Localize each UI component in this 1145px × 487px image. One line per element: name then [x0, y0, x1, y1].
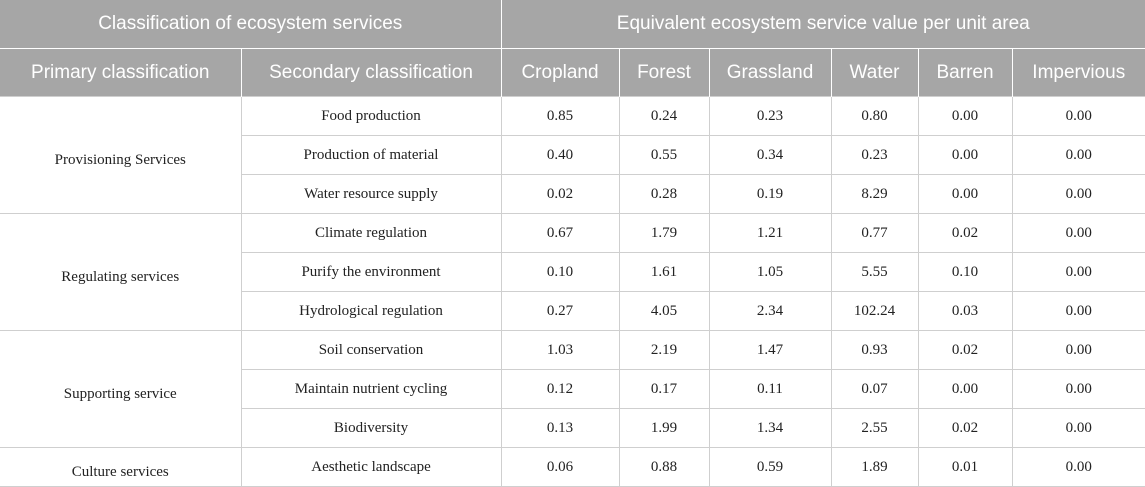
- value-cell-grassland: 1.47: [708, 330, 832, 370]
- value-cell-grassland: 0.11: [708, 369, 832, 409]
- value-cell-water: 8.29: [830, 174, 919, 214]
- value-cell-forest: 0.17: [618, 369, 710, 409]
- table-row: Regulating services Climate regulation 0.6…: [0, 213, 1145, 331]
- value-cell-barren: 0.03: [917, 291, 1013, 331]
- value-cell-impervious: 0.00: [1011, 252, 1145, 292]
- column-header-secondary: Secondary classification: [240, 48, 502, 97]
- value-cell-water: 0.23: [830, 135, 919, 175]
- column-header-forest: Forest: [618, 48, 710, 97]
- value-cell-water: 0.93: [830, 330, 919, 370]
- value-cell-forest: 2.19: [618, 330, 710, 370]
- value-cell-water: 0.07: [830, 369, 919, 409]
- table-row: Supporting service Soil conservation 1.03 2…: [0, 330, 1145, 448]
- table-row: Provisioning Services Food production 0.85…: [0, 96, 1145, 214]
- column-header-barren: Barren: [917, 48, 1013, 97]
- value-cell-forest: 1.99: [618, 408, 710, 448]
- value-cell-impervious: 0.00: [1011, 330, 1145, 370]
- table-body: Provisioning Services Food production 0.85…: [0, 96, 1145, 487]
- value-cell-water: 2.55: [830, 408, 919, 448]
- group-header-classification: Classification of ecosystem services: [0, 0, 502, 49]
- value-cell-impervious: 0.00: [1011, 369, 1145, 409]
- value-cell-barren: 0.10: [917, 252, 1013, 292]
- secondary-classification-cell: Hydrological regulation: [241, 291, 502, 331]
- column-header-impervious: Impervious: [1011, 48, 1145, 97]
- group-header-equivalent-value: Equivalent ecosystem service value per u…: [500, 0, 1145, 49]
- column-header-primary: Primary classification: [0, 48, 242, 97]
- value-cell-water: 1.89: [830, 447, 919, 487]
- primary-classification-cell: Culture services: [0, 447, 242, 487]
- secondary-classification-cell: Soil conservation: [240, 330, 502, 370]
- value-cell-impervious: 0.00: [1011, 408, 1145, 448]
- value-cell-cropland: 0.12: [500, 369, 620, 409]
- value-cell-cropland: 0.67: [500, 213, 620, 253]
- secondary-classification-cell: Biodiversity: [241, 408, 502, 448]
- value-cell-forest: 4.05: [618, 291, 710, 331]
- column-header-cropland: Cropland: [500, 48, 620, 97]
- value-cell-grassland: 1.21: [708, 213, 832, 253]
- value-cell-impervious: 0.00: [1011, 96, 1145, 136]
- secondary-classification-cell: Climate regulation: [240, 213, 502, 253]
- value-cell-impervious: 0.00: [1011, 135, 1145, 175]
- value-cell-barren: 0.01: [917, 447, 1013, 487]
- table-row: Water resource supply 0.02 0.28 0.19 8.29 0.0…: [0, 174, 1145, 214]
- value-cell-forest: 1.79: [618, 213, 710, 253]
- value-cell-forest: 0.24: [618, 96, 710, 136]
- value-cell-grassland: 0.19: [708, 174, 832, 214]
- value-cell-grassland: 0.34: [708, 135, 832, 175]
- secondary-classification-cell: Food production: [240, 96, 502, 136]
- value-cell-cropland: 0.27: [500, 291, 620, 331]
- value-cell-cropland: 0.10: [500, 252, 620, 292]
- value-cell-cropland: 0.13: [500, 408, 620, 448]
- value-cell-barren: 0.02: [917, 330, 1013, 370]
- value-cell-water: 102.24: [830, 291, 919, 331]
- value-cell-forest: 0.55: [618, 135, 710, 175]
- value-cell-grassland: 1.34: [708, 408, 832, 448]
- column-header-water: Water: [830, 48, 919, 97]
- secondary-classification-cell: Purify the environment: [241, 252, 502, 292]
- value-cell-impervious: 0.00: [1011, 213, 1145, 253]
- secondary-classification-cell: Production of material: [241, 135, 502, 175]
- value-cell-forest: 0.88: [618, 447, 710, 487]
- value-cell-water: 0.80: [830, 96, 919, 136]
- primary-classification-cell: Supporting service: [0, 330, 242, 448]
- column-header-grassland: Grassland: [708, 48, 832, 97]
- value-cell-barren: 0.00: [917, 135, 1013, 175]
- value-cell-water: 5.55: [830, 252, 919, 292]
- value-cell-grassland: 2.34: [708, 291, 832, 331]
- value-cell-barren: 0.02: [917, 213, 1013, 253]
- value-cell-barren: 0.02: [917, 408, 1013, 448]
- primary-classification-cell: Regulating services: [0, 213, 242, 331]
- value-cell-barren: 0.00: [917, 174, 1013, 214]
- value-cell-grassland: 1.05: [708, 252, 832, 292]
- primary-classification-cell: Provisioning Services: [0, 96, 242, 214]
- value-cell-forest: 0.28: [618, 174, 710, 214]
- value-cell-impervious: 0.00: [1011, 291, 1145, 331]
- value-cell-cropland: 1.03: [500, 330, 620, 370]
- value-cell-forest: 1.61: [618, 252, 710, 292]
- value-cell-cropland: 0.02: [500, 174, 620, 214]
- value-cell-barren: 0.00: [917, 96, 1013, 136]
- secondary-classification-cell: Aesthetic landscape: [240, 447, 502, 487]
- value-cell-impervious: 0.00: [1011, 447, 1145, 487]
- table-row: Culture services Aesthetic landscape 0.06 0…: [0, 447, 1145, 487]
- value-cell-water: 0.77: [830, 213, 919, 253]
- value-cell-grassland: 0.59: [708, 447, 832, 487]
- value-cell-impervious: 0.00: [1011, 174, 1145, 214]
- value-cell-barren: 0.00: [917, 369, 1013, 409]
- value-cell-cropland: 0.85: [500, 96, 620, 136]
- table-header: Classification of ecosystem services Equ…: [0, 0, 1145, 97]
- value-cell-cropland: 0.40: [500, 135, 620, 175]
- secondary-classification-cell: Water resource supply: [241, 174, 502, 214]
- value-cell-grassland: 0.23: [708, 96, 832, 136]
- secondary-classification-cell: Maintain nutrient cycling: [241, 369, 502, 409]
